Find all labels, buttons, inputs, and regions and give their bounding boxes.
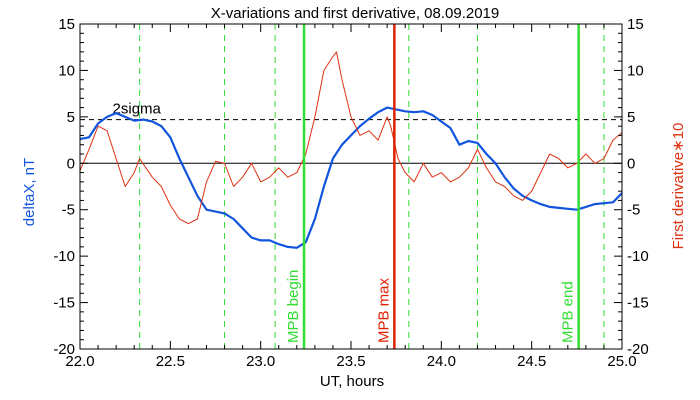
x-tick-label: 24.0 (427, 353, 456, 370)
right-y-tick-label: 10 (627, 62, 644, 79)
left-y-axis: 15 10 5 0 -5 -10 -15 -20 (53, 16, 88, 358)
threshold-label: 2sigma (113, 101, 162, 118)
right-y-tick-label: -5 (627, 202, 640, 219)
x-tick-label: 22.0 (65, 353, 94, 370)
chart-title: X-variations and first derivative, 08.09… (211, 5, 500, 22)
left-y-tick-label: 10 (58, 62, 75, 79)
right-y-tick-label: 15 (627, 16, 644, 33)
x-tick-label: 23.0 (246, 353, 275, 370)
event-label: MPB begin (285, 270, 302, 343)
event-label: MPB end (560, 281, 577, 343)
left-y-tick-label: -5 (62, 202, 75, 219)
left-y-tick-label: -20 (53, 341, 75, 358)
x-axis-label: UT, hours (320, 373, 384, 390)
x-tick-label: 25.0 (607, 353, 636, 370)
x-axis: 22.0 22.5 23.0 23.5 24.0 24.5 25.0 (65, 24, 637, 370)
deltax-series-line (79, 106, 623, 249)
plot-area: 2sigma MPB begin MPB max MPB end (79, 23, 623, 350)
derivative-series-line (79, 51, 623, 225)
left-y-tick-label: 0 (67, 155, 75, 172)
right-y-tick-label: 0 (627, 155, 635, 172)
x-tick-label: 23.5 (336, 353, 365, 370)
right-y-axis: 15 10 5 0 -5 -10 -15 -20 (614, 16, 649, 358)
right-y-tick-label: 5 (627, 109, 635, 126)
x-tick-label: 22.5 (156, 353, 185, 370)
left-y-tick-label: -10 (53, 248, 75, 265)
event-label: MPB max (375, 277, 392, 343)
right-y-tick-label: -10 (627, 248, 649, 265)
left-y-tick-label: 15 (58, 16, 75, 33)
left-y-tick-label: 5 (67, 109, 75, 126)
right-y-tick-label: -20 (627, 341, 649, 358)
left-y-axis-label: deltaX, nT (21, 158, 38, 226)
x-tick-label: 24.5 (517, 353, 546, 370)
right-y-tick-label: -15 (627, 295, 649, 312)
right-y-axis-label: First derivative∗10 (670, 123, 687, 250)
left-y-tick-label: -15 (53, 295, 75, 312)
